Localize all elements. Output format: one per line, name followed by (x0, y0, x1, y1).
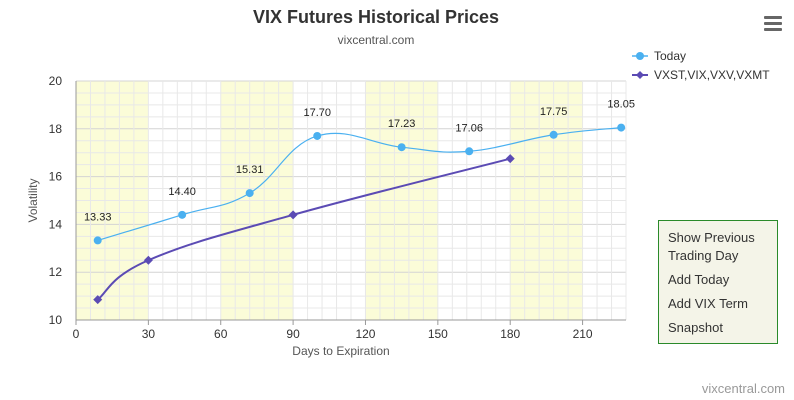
series-term-point (505, 154, 515, 164)
x-axis-title: Days to Expiration (292, 344, 389, 358)
x-tick-label: 180 (500, 327, 520, 341)
x-tick-label: 90 (286, 327, 300, 341)
data-label: 17.75 (540, 106, 568, 118)
x-tick-label: 60 (214, 327, 228, 341)
series-term-line (97, 157, 511, 301)
x-tick-label: 30 (142, 327, 156, 341)
chart-title: VIX Futures Historical Prices (252, 7, 500, 27)
x-tick-label: 0 (73, 327, 80, 341)
series-term-point (143, 255, 153, 265)
legend-label-today: Today (654, 49, 687, 63)
hamburger-menu-icon[interactable] (764, 16, 782, 32)
y-tick-label: 10 (49, 313, 63, 327)
data-label: 13.33 (84, 211, 112, 223)
data-label: 14.40 (168, 186, 196, 198)
x-tick-label: 210 (573, 327, 593, 341)
legend-circle-icon (632, 52, 648, 60)
data-label: 17.70 (303, 107, 331, 119)
snapshot-item[interactable]: Snapshot (668, 320, 723, 335)
y-tick-label: 20 (49, 74, 63, 88)
series-today-point (313, 131, 322, 140)
y-tick-label: 14 (49, 217, 63, 231)
x-tick-label: 150 (428, 327, 448, 341)
context-menu: Show Previous Trading Day Add Today Add … (658, 220, 778, 344)
series-today-point (617, 123, 626, 132)
data-label: 17.06 (455, 122, 483, 134)
y-axis-title: Volatility (26, 178, 40, 222)
y-tick-label: 16 (49, 170, 63, 184)
legend-item-term[interactable]: VXST,VIX,VXV,VXMT (632, 66, 770, 85)
legend-diamond-icon (632, 71, 648, 79)
y-tick-label: 12 (49, 265, 63, 279)
series-today-point (93, 236, 102, 245)
show-previous-trading-day-item[interactable]: Show Previous Trading Day (668, 230, 755, 263)
series-today-point (465, 147, 474, 156)
series-term-point (93, 295, 103, 305)
series-today-point (245, 189, 254, 198)
legend-label-term: VXST,VIX,VXV,VXMT (654, 68, 770, 82)
data-label: 17.23 (388, 118, 416, 130)
data-label: 15.31 (236, 164, 264, 176)
data-label: 18.05 (607, 99, 635, 111)
credit-link[interactable]: vixcentral.com (701, 381, 785, 396)
series-today-line (97, 127, 622, 241)
add-vix-term-item[interactable]: Add VIX Term (668, 296, 748, 311)
series-today-point (549, 130, 558, 139)
series-today-point (178, 210, 187, 219)
series-term-point (288, 210, 298, 220)
x-tick-label: 120 (355, 327, 375, 341)
chart-subtitle: vixcentral.com (337, 33, 415, 47)
series-today-point (397, 143, 406, 152)
add-today-item[interactable]: Add Today (668, 272, 730, 287)
legend: Today VXST,VIX,VXV,VXMT (632, 47, 770, 85)
legend-item-today[interactable]: Today (632, 47, 770, 66)
y-tick-label: 18 (49, 122, 63, 136)
